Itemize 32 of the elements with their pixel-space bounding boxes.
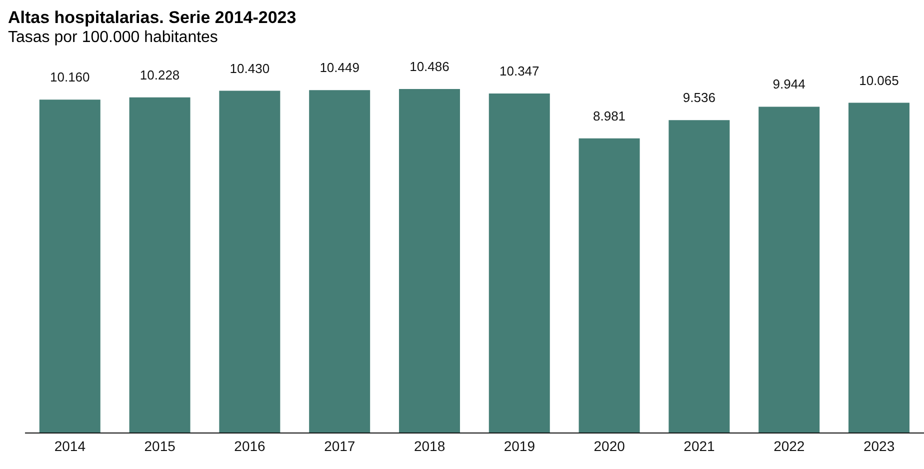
bar (668, 120, 730, 433)
x-tick-label: 2017 (324, 438, 356, 454)
x-tick-label: 2016 (234, 438, 266, 454)
chart-title: Altas hospitalarias. Serie 2014-2023 (8, 8, 298, 28)
bar (309, 90, 370, 433)
bar (39, 100, 100, 433)
bar (398, 88, 460, 433)
x-tick-label: 2018 (414, 438, 446, 454)
bar (758, 106, 820, 433)
x-tick-label: 2023 (863, 438, 895, 454)
x-tick-label: 2021 (684, 438, 716, 454)
data-label: 10.065 (859, 72, 899, 88)
bar (488, 94, 550, 433)
x-tick-label: 2019 (504, 438, 536, 454)
data-label: 10.160 (50, 70, 90, 85)
data-label: 10.430 (230, 60, 270, 76)
data-label: 10.449 (320, 60, 360, 76)
x-tick-label: 2020 (594, 438, 626, 454)
chart-subtitle: Tasas por 100.000 habitantes (8, 28, 219, 48)
data-label: 9.944 (772, 76, 806, 92)
data-label: 9.536 (682, 90, 716, 106)
bar (578, 138, 640, 433)
data-label: 10.347 (500, 64, 540, 79)
bar (219, 90, 280, 433)
data-label: 8.981 (593, 108, 626, 124)
data-label: 10.486 (410, 58, 450, 74)
x-tick-label: 2014 (54, 438, 86, 454)
x-tick-label: 2015 (144, 438, 176, 454)
bar (848, 102, 910, 433)
x-tick-label: 2022 (774, 438, 805, 454)
bar (129, 97, 190, 433)
data-label: 10.228 (140, 67, 180, 82)
